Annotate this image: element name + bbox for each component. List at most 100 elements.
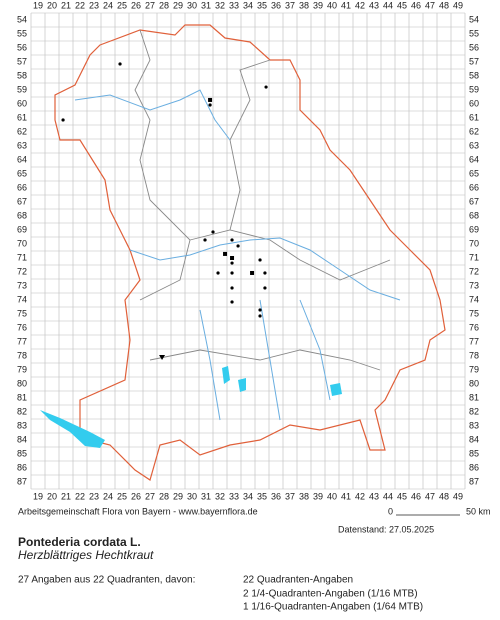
row-label: 81 [17,392,27,402]
records [61,62,268,360]
scale-end: 50 km [466,506,491,516]
column-label: 45 [397,491,407,501]
column-label: 41 [341,0,351,10]
row-label: 74 [469,294,479,304]
record-dot [230,300,234,304]
row-label: 58 [17,70,27,80]
record-dot [203,238,207,242]
column-label: 43 [369,491,379,501]
column-label: 32 [215,0,225,10]
row-label: 67 [17,196,27,206]
column-label: 49 [453,491,463,501]
column-label: 35 [257,491,267,501]
column-label: 33 [229,0,239,10]
column-label: 44 [383,491,393,501]
row-label: 55 [469,28,479,38]
column-label: 44 [383,0,393,10]
row-label: 85 [17,448,27,458]
row-label: 61 [17,112,27,122]
row-label: 81 [469,392,479,402]
row-label: 66 [17,182,27,192]
row-label: 78 [469,350,479,360]
column-label: 19 [33,491,43,501]
column-label: 25 [117,491,127,501]
record-dot [230,238,234,242]
row-label: 83 [469,420,479,430]
record-square [250,270,255,275]
column-label: 21 [61,0,71,10]
row-label: 79 [469,364,479,374]
row-label: 85 [469,448,479,458]
summary-total: 27 Angaben aus 22 Quadranten, davon: [18,575,195,586]
column-label: 33 [229,491,239,501]
row-label: 72 [17,266,27,276]
column-label: 49 [453,0,463,10]
record-dot [61,118,65,122]
column-label: 46 [411,491,421,501]
summary-line: 1 1/16-Quadranten-Angaben (1/64 MTB) [243,602,423,613]
column-label: 30 [187,0,197,10]
common-name: Herzblättriges Hechtkraut [18,548,154,562]
row-label: 69 [469,224,479,234]
row-label: 71 [17,252,27,262]
column-label: 31 [201,0,211,10]
summary-line: 2 1/4-Quadranten-Angaben (1/16 MTB) [243,589,418,600]
record-dot [118,62,122,66]
record-square [230,256,235,260]
record-triangle [159,354,166,360]
row-label: 80 [17,378,27,388]
column-label: 38 [299,0,309,10]
row-label: 55 [17,28,27,38]
column-label: 21 [61,491,71,501]
scale-start: 0 [388,506,393,516]
row-label: 59 [17,84,27,94]
row-label: 74 [17,294,27,304]
row-label: 80 [469,378,479,388]
record-dot [258,314,262,318]
column-label: 36 [271,0,281,10]
record-dot [230,271,234,275]
column-label: 32 [215,491,225,501]
column-label: 30 [187,491,197,501]
record-dot [264,85,268,89]
column-label: 22 [75,0,85,10]
grid [30,12,466,490]
state-border [54,24,446,481]
row-label: 62 [17,126,27,136]
row-label: 86 [469,462,479,472]
column-label: 27 [145,0,155,10]
row-label: 87 [17,476,27,486]
column-label: 29 [173,0,183,10]
row-label: 56 [17,42,27,52]
column-label: 24 [103,0,113,10]
row-label: 67 [469,196,479,206]
district-border [134,29,391,371]
row-label: 72 [469,266,479,276]
row-label: 68 [469,210,479,220]
column-label: 35 [257,0,267,10]
row-label: 82 [469,406,479,416]
row-label: 79 [17,364,27,374]
column-label: 22 [75,491,85,501]
column-label: 46 [411,0,421,10]
column-label: 25 [117,0,127,10]
record-dot [230,286,234,290]
row-label: 54 [17,14,27,24]
column-label: 40 [327,0,337,10]
column-label: 26 [131,0,141,10]
record-dot [236,244,240,248]
summary-line: 22 Quadranten-Angaben [243,575,353,586]
record-dot [208,103,212,107]
row-label: 65 [17,168,27,178]
record-dot [263,286,267,290]
row-label: 69 [17,224,27,234]
species-name: Pontederia cordata L. [18,535,141,549]
record-square [208,97,213,102]
data-date: Datenstand: 27.05.2025 [338,524,434,534]
column-label: 27 [145,491,155,501]
column-label: 39 [313,0,323,10]
row-label: 75 [469,308,479,318]
column-label: 28 [159,491,169,501]
row-label: 59 [469,84,479,94]
